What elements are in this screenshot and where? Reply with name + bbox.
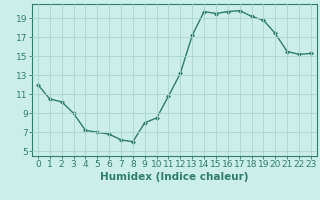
X-axis label: Humidex (Indice chaleur): Humidex (Indice chaleur) [100,172,249,182]
